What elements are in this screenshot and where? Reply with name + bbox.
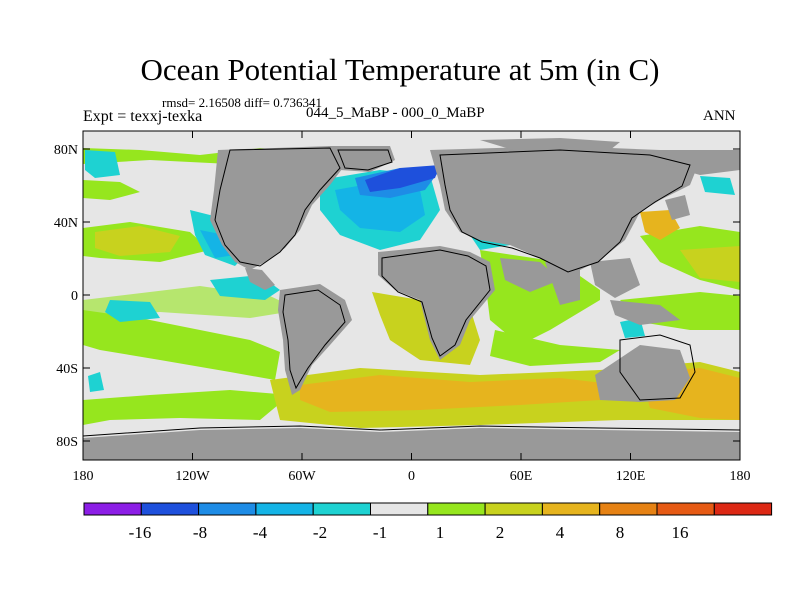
colorbar-labels: -16 -8 -4 -2 -1 1 2 4 8 16 [129,523,689,542]
x-tick-marks [82,131,741,460]
coastline-outlines [83,147,740,437]
anomaly-region-green [83,390,290,425]
comparison-label: 044_5_MaBP - 000_0_MaBP [306,105,485,121]
coastline-africa [381,249,491,357]
colorbar-label: -1 [373,523,387,542]
land-arabia [500,258,560,292]
land-alaska [660,150,740,175]
colorbar-label: -4 [253,523,268,542]
colorbar-label: 1 [436,523,445,542]
land-arctic-islands [480,138,620,152]
anomaly-region-yellow [680,246,740,282]
coastline-australia [619,334,696,401]
colorbar-swatch [484,502,543,516]
coastline-south-america [282,289,346,390]
land-central-america [245,268,275,290]
y-tick-marks [83,148,740,442]
land-japan [665,195,690,220]
x-tick-label: 180 [73,469,94,484]
colorbar-swatch [656,502,715,516]
land-india [545,262,580,305]
coastline-north-america [214,147,341,267]
colorbar-swatch [541,502,601,516]
anomaly-region-green [83,180,140,200]
y-tick-label: 40N [54,216,78,231]
experiment-label: Expt = texxj-texka [83,108,203,125]
anomaly-region-cyan [105,300,160,322]
anomaly-region-green [83,310,280,380]
y-tick-label: 80S [56,435,78,450]
plot-title: Ocean Potential Temperature at 5m (in C) [140,52,660,87]
land-antarctica [83,428,740,460]
land-greenland [328,146,395,172]
colorbar [83,502,773,516]
x-tick-label: 120E [616,469,646,484]
anomaly-region-darkblue [365,165,440,192]
x-tick-label: 60E [510,469,533,484]
colorbar-label: 2 [496,523,505,542]
colorbar-swatch [312,502,372,516]
coastline-greenland [337,149,393,171]
colorbar-swatch [370,502,429,516]
x-tick-label: 120W [175,469,210,484]
colorbar-swatch [198,502,257,516]
colorbar-swatch [83,502,142,516]
season-label: ANN [703,108,736,124]
colorbar-swatch [599,502,658,516]
colorbar-swatch [140,502,200,516]
land-eurasia [430,146,700,275]
anomaly-region-lightblue [200,230,235,258]
colorbar-swatch [427,502,486,516]
x-tick-labels: 180 120W 60W 0 60E 120E 180 [73,469,751,484]
anomaly-region-yellow [95,226,180,256]
colorbar-label: 8 [616,523,625,542]
stats-text: rmsd= 2.16508 diff= 0.736341 [162,95,322,110]
colorbar-label: -8 [193,523,207,542]
land-africa [378,246,495,360]
anomaly-region-cyan [85,150,120,178]
coastline-eurasia [439,149,691,273]
x-tick-label: 0 [408,469,415,484]
colorbar-label: 16 [672,523,689,542]
y-tick-label: 40S [56,362,78,377]
colorbar-label: -2 [313,523,327,542]
colorbar-label: 4 [556,523,565,542]
land-indonesia [610,300,680,325]
anomaly-region-cyan [700,176,735,195]
land-south-america [278,284,352,395]
y-tick-label: 0 [71,289,78,304]
y-tick-label: 80N [54,143,78,158]
x-tick-label: 180 [730,469,751,484]
colorbar-swatch [713,502,773,516]
colorbar-label: -16 [129,523,152,542]
y-tick-labels: 80N 40N 0 40S 80S [54,143,78,450]
land-north-america [210,146,345,270]
coastline-antarctica [83,425,740,437]
land-australia [595,345,690,402]
land-southeast-asia [590,258,640,298]
anomaly-region-green [490,330,620,366]
anomaly-region-cyan [88,372,104,392]
anomaly-region-orange [640,210,680,240]
anomaly-region-orange [300,375,620,412]
x-tick-label: 60W [288,469,316,484]
colorbar-swatch [255,502,314,516]
map-field [83,131,740,460]
